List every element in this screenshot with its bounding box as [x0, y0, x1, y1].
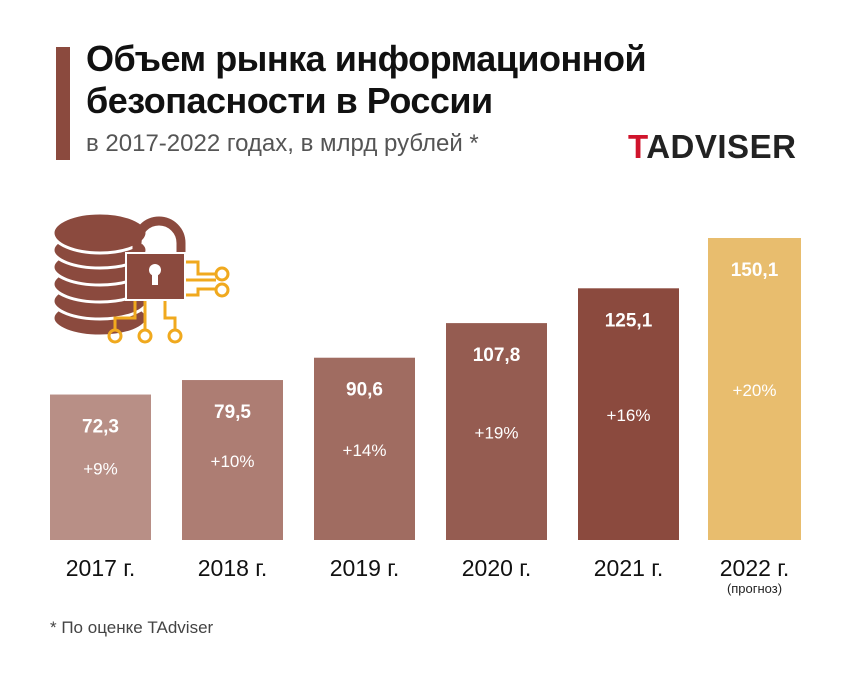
title-line-2: безопасности в России [86, 80, 493, 121]
growth-label-1: +10% [211, 452, 255, 471]
bar-3 [446, 323, 547, 540]
bar-0 [50, 394, 151, 540]
subtitle: в 2017-2022 годах, в млрд рублей * [86, 130, 479, 157]
title-accent-bar [56, 47, 70, 160]
category-label-4: 2021 г. [594, 555, 664, 581]
value-label-4: 125,1 [605, 310, 653, 331]
category-label-2: 2019 г. [330, 555, 400, 581]
bar-5 [708, 238, 801, 540]
logo-rest: ADVISER [646, 128, 797, 165]
growth-label-2: +14% [343, 441, 387, 460]
bar-2 [314, 357, 415, 540]
title-line-1: Объем рынка информационной [86, 38, 647, 79]
tadviser-logo: TADVISER [628, 128, 796, 166]
category-label-1: 2018 г. [198, 555, 268, 581]
value-label-2: 90,6 [346, 380, 383, 401]
value-label-0: 72,3 [82, 417, 119, 438]
page-title: Объем рынка информационной безопасности … [86, 38, 647, 122]
growth-label-5: +20% [733, 381, 777, 400]
category-note-5: (прогноз) [727, 581, 782, 596]
value-label-5: 150,1 [731, 260, 779, 281]
footnote: * По оценке TAdviser [50, 618, 214, 637]
value-label-3: 107,8 [473, 345, 521, 366]
bar-4 [578, 288, 679, 540]
value-label-1: 79,5 [214, 402, 251, 423]
bar-1 [182, 380, 283, 540]
growth-label-4: +16% [607, 406, 651, 425]
database-lock-circuit-icon [51, 211, 230, 344]
category-label-5: 2022 г. [720, 555, 790, 581]
logo-letter-t: T [628, 128, 647, 165]
category-label-3: 2020 г. [462, 555, 532, 581]
growth-label-0: +9% [83, 459, 118, 478]
category-label-0: 2017 г. [66, 555, 136, 581]
growth-label-3: +19% [475, 424, 519, 443]
